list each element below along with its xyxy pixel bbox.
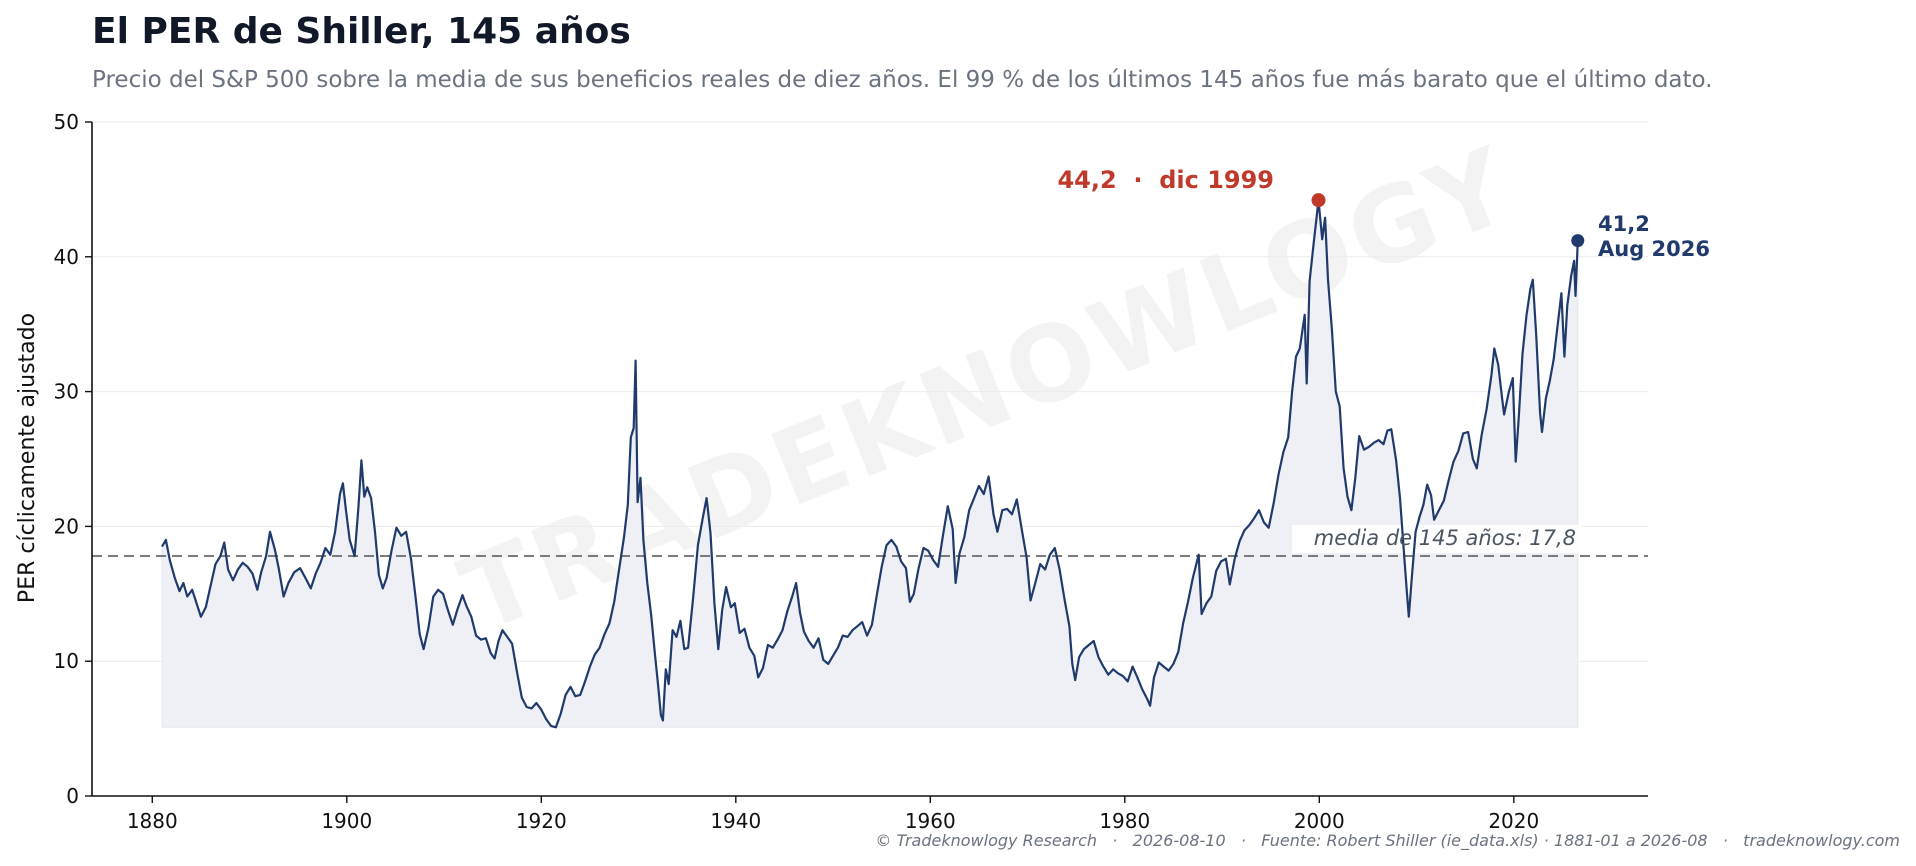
y-tick-label: 30 [54,380,79,404]
x-tick-label: 1920 [516,809,567,833]
y-tick-label: 0 [66,784,79,808]
x-tick-label: 2000 [1294,809,1345,833]
y-tick-label: 10 [54,649,79,673]
series-line [161,199,1579,729]
x-tick-label: 1980 [1099,809,1150,833]
x-tick-label: 1940 [710,809,761,833]
peak-marker [1311,193,1326,208]
chart-title: El PER de Shiller, 145 años [92,11,631,52]
x-tick-label: 1960 [905,809,956,833]
chart-subtitle: Precio del S&P 500 sobre la media de sus… [92,67,1713,93]
y-tick-label: 20 [54,514,79,538]
y-tick-label: 40 [54,245,79,269]
axes [85,121,1648,803]
x-tick-label: 2020 [1488,809,1539,833]
y-tick-label: 50 [54,110,79,134]
x-tick-label: 1900 [321,809,372,833]
last-date-label: Aug 2026 [1598,237,1710,261]
last-value-label: 41,2 [1598,212,1650,236]
mean-reference [92,525,1648,558]
peak-label: 44,2 · dic 1999 [1057,166,1274,194]
x-tick-label: 1880 [127,809,178,833]
mean-label-background [1292,525,1582,553]
mean-label: media de 145 años: 17,8 [1314,526,1576,550]
last-value-marker [1571,234,1585,248]
series-line-group [161,199,1579,729]
footer-credit: © Tradeknowlogy Research · 2026-08-10 · … [875,831,1900,851]
markers [1311,193,1585,248]
tick-labels: 0 10 20 30 40 50 1880 1900 1920 1940 1960 1980 2000 2… [54,110,1540,833]
y-axis-title: PER cíclicamente ajustado [15,313,40,603]
